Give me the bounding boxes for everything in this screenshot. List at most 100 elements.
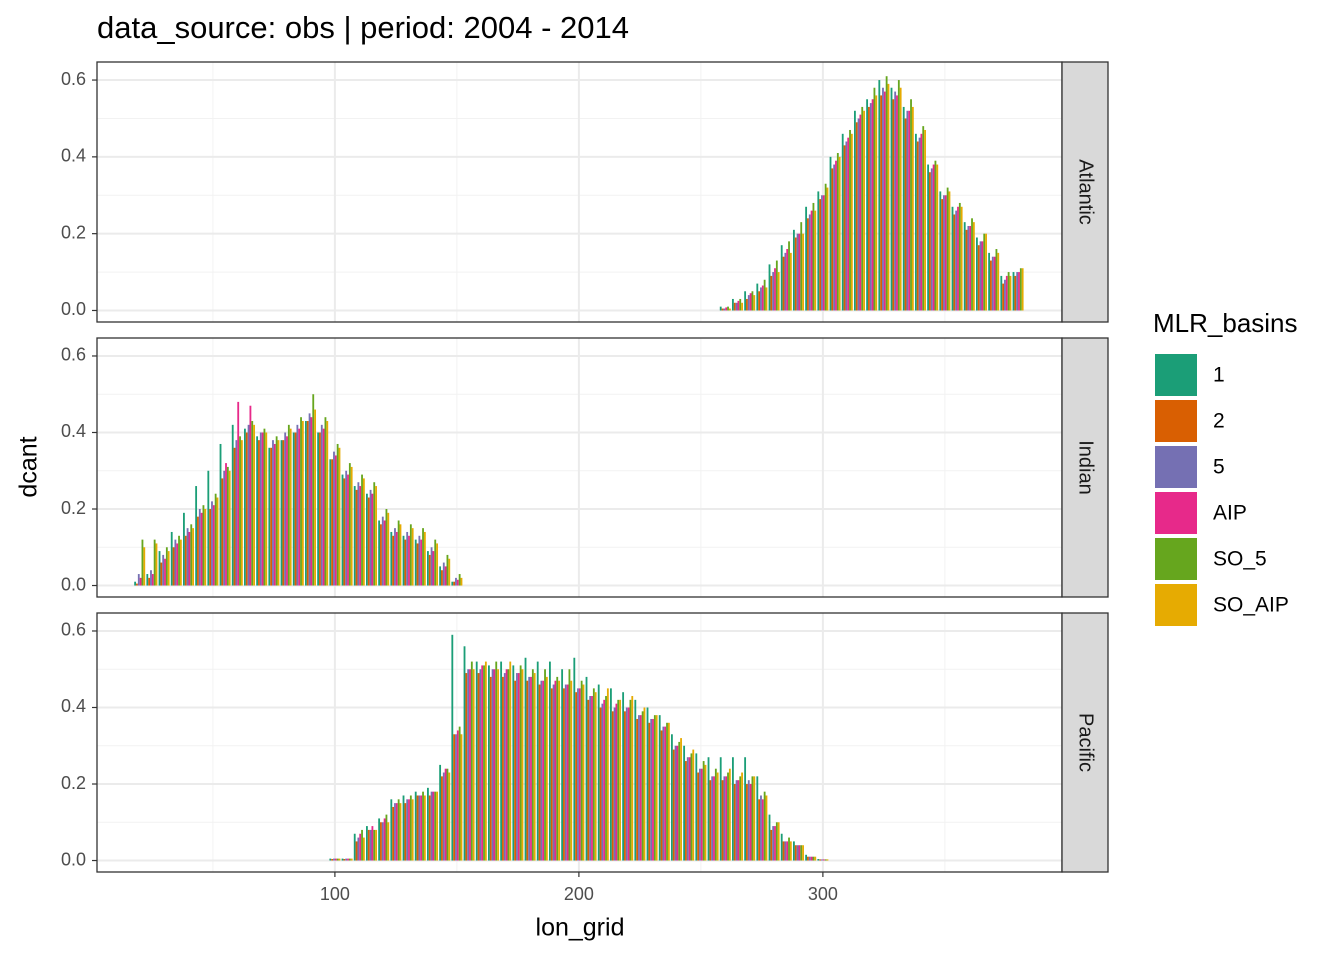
bar (186, 528, 189, 586)
facet-strip (1061, 337, 1109, 598)
bar (272, 440, 274, 586)
bar (807, 856, 809, 861)
bar (470, 661, 473, 861)
bar (667, 722, 670, 861)
bar (226, 466, 229, 586)
bar (418, 535, 421, 586)
bar (997, 252, 1000, 311)
bar (873, 87, 876, 311)
bar (728, 768, 731, 861)
bar (483, 665, 485, 861)
bar (711, 776, 714, 861)
bar (436, 791, 438, 861)
bar (664, 726, 667, 861)
legend-key (1155, 354, 1197, 396)
bar (228, 470, 231, 586)
bar (786, 249, 789, 311)
bar (768, 814, 771, 861)
bar (594, 692, 597, 861)
bar (453, 734, 456, 861)
bar (826, 859, 829, 861)
bar (812, 856, 815, 861)
bar (432, 791, 435, 861)
bar (798, 233, 801, 311)
bar (422, 528, 424, 586)
bar (233, 447, 236, 586)
bar (460, 734, 463, 861)
bar (796, 845, 799, 861)
bar (268, 447, 271, 586)
bar (1009, 275, 1012, 311)
bar (920, 133, 923, 311)
bar (519, 665, 522, 861)
bar (765, 287, 768, 311)
legend-key (1155, 492, 1197, 534)
bar (209, 509, 212, 586)
bar (739, 298, 742, 311)
bar (200, 512, 203, 586)
bar (812, 202, 815, 311)
bar (160, 562, 163, 586)
bar (345, 858, 348, 861)
bar (957, 206, 959, 311)
bar (442, 562, 445, 586)
bar (894, 91, 897, 311)
bar (746, 298, 748, 311)
bar (475, 661, 478, 861)
bar (904, 118, 907, 311)
bar (300, 417, 302, 586)
bar (617, 699, 620, 861)
bar (763, 279, 766, 311)
bar (414, 791, 417, 861)
bar (857, 118, 860, 311)
bar (566, 684, 569, 861)
legend-key (1155, 446, 1197, 488)
bar (167, 551, 170, 586)
bar (911, 106, 914, 311)
bar (362, 478, 365, 586)
bar (451, 581, 454, 586)
bar (526, 680, 529, 861)
bar (545, 676, 548, 861)
bar (924, 129, 926, 311)
bar (922, 126, 925, 311)
bar (627, 707, 630, 861)
bar (306, 421, 309, 586)
bar (899, 87, 902, 311)
bar (841, 133, 844, 311)
bar (334, 858, 337, 861)
bar (702, 761, 705, 861)
bar (695, 753, 698, 861)
bar (136, 583, 138, 586)
bar (329, 858, 332, 861)
bar (469, 669, 471, 861)
bar (774, 826, 776, 861)
bar (609, 688, 612, 861)
bar (916, 141, 919, 311)
bar (308, 413, 311, 586)
bar (392, 806, 395, 861)
bar (170, 531, 173, 586)
bar (993, 256, 996, 311)
bar (807, 218, 809, 311)
y-tick-label: 0.2 (61, 498, 86, 518)
bar (453, 581, 456, 586)
bar (930, 168, 933, 311)
bar (1021, 268, 1024, 311)
bar (456, 579, 459, 586)
bar (798, 845, 801, 861)
bar (847, 137, 850, 311)
y-tick-label: 0.0 (61, 299, 86, 319)
bar (357, 837, 360, 861)
bar (277, 440, 280, 586)
bar (735, 302, 738, 311)
bar (1012, 272, 1015, 311)
bar (794, 845, 797, 861)
bar (977, 245, 980, 311)
bar (683, 745, 686, 861)
bar (414, 539, 417, 586)
bar (231, 424, 234, 586)
bar (725, 776, 728, 861)
bar (1018, 272, 1020, 311)
bar (866, 99, 869, 311)
